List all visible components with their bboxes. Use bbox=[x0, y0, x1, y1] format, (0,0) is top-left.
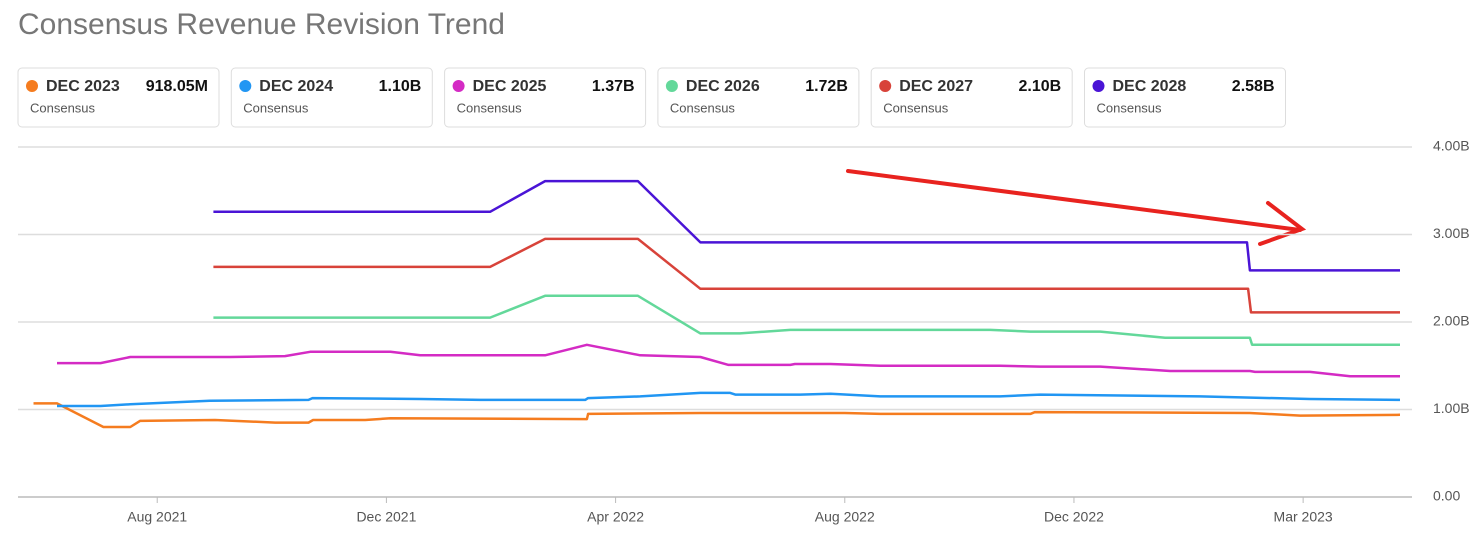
legend-swatch bbox=[452, 80, 465, 92]
legend-swatch bbox=[26, 80, 38, 92]
series-line bbox=[33, 402, 1401, 429]
legend-value: 2.58B bbox=[1232, 78, 1275, 95]
legend-swatch bbox=[239, 80, 252, 92]
legend-value: 1.10B bbox=[379, 78, 422, 95]
legend-sublabel: Consensus bbox=[243, 100, 309, 115]
legend-card bbox=[870, 67, 1073, 128]
legend-value: 1.72B bbox=[805, 78, 848, 95]
legend-value: 2.10B bbox=[1018, 78, 1061, 95]
legend-card bbox=[444, 67, 647, 128]
legend-sublabel: Consensus bbox=[457, 100, 523, 115]
legend-name: DEC 2027 bbox=[899, 78, 973, 95]
series-line bbox=[57, 391, 1401, 408]
legend-sublabel: Consensus bbox=[1097, 100, 1163, 115]
x-tick-label: Dec 2022 bbox=[1044, 509, 1104, 525]
series-line bbox=[213, 294, 1400, 347]
legend-card bbox=[657, 67, 860, 128]
x-tick-label: Aug 2022 bbox=[815, 509, 875, 525]
legend-sublabel: Consensus bbox=[883, 100, 949, 115]
legend-card bbox=[1084, 67, 1286, 128]
x-tick-label: Apr 2022 bbox=[587, 509, 644, 525]
legend-value: 1.37B bbox=[592, 78, 635, 95]
legend-swatch bbox=[879, 80, 892, 92]
legend-name: DEC 2028 bbox=[1113, 78, 1187, 95]
legend-value: 918.05M bbox=[146, 78, 208, 95]
annotation-arrow bbox=[846, 169, 1307, 246]
y-tick-label: 4.00B bbox=[1433, 138, 1470, 154]
y-tick-label: 0.00 bbox=[1433, 488, 1460, 504]
y-tick-label: 3.00B bbox=[1433, 225, 1470, 241]
x-tick-label: Mar 2023 bbox=[1274, 509, 1333, 525]
x-tick-label: Aug 2021 bbox=[127, 509, 187, 525]
legend-sublabel: Consensus bbox=[30, 100, 96, 115]
legend-name: DEC 2026 bbox=[686, 78, 760, 95]
x-tick-label: Dec 2021 bbox=[356, 509, 416, 525]
y-tick-label: 2.00B bbox=[1433, 313, 1470, 329]
legend-swatch bbox=[1092, 80, 1105, 92]
series-line bbox=[57, 343, 1400, 378]
chart-title: Consensus Revenue Revision Trend bbox=[18, 8, 505, 41]
legend-swatch bbox=[665, 80, 678, 92]
legend-card bbox=[230, 67, 433, 128]
legend-sublabel: Consensus bbox=[670, 100, 736, 115]
legend-name: DEC 2024 bbox=[259, 78, 333, 95]
legend-card bbox=[17, 67, 220, 128]
legend-name: DEC 2023 bbox=[46, 78, 120, 95]
series-line bbox=[213, 179, 1400, 272]
series-line bbox=[213, 237, 1400, 314]
legend-name: DEC 2025 bbox=[473, 78, 547, 95]
y-tick-label: 1.00B bbox=[1433, 400, 1470, 416]
